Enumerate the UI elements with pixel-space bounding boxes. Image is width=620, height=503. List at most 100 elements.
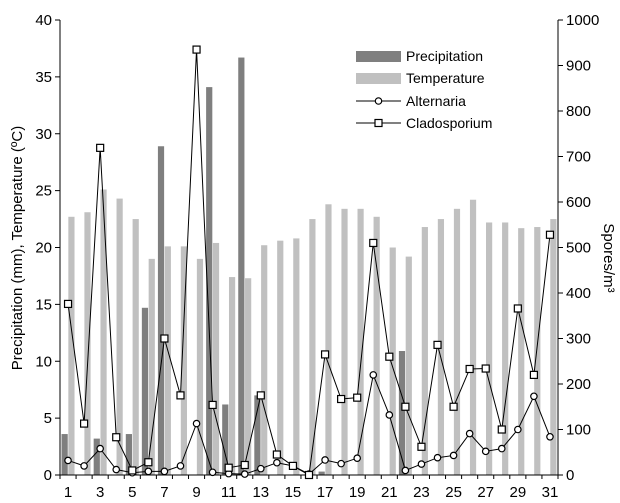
cladosporium-point	[401, 402, 410, 411]
x-tick-label: 5	[128, 484, 136, 501]
alternaria-point	[112, 465, 121, 474]
alternaria-point	[96, 444, 104, 453]
temperature-bar	[293, 238, 300, 475]
cladosporium-point	[545, 230, 555, 239]
temperature-bar	[389, 247, 396, 475]
cladosporium-point	[208, 400, 217, 410]
temperature-bar	[164, 246, 171, 475]
precipitation-bar	[125, 434, 132, 475]
y-left-tick-label: 5	[44, 410, 52, 427]
y-left-tick-label: 40	[35, 12, 52, 29]
y-left-tick-label: 0	[44, 467, 52, 484]
temperature-bar	[502, 222, 509, 475]
temperature-bar	[518, 228, 525, 475]
legend-temperature-swatch	[356, 73, 401, 84]
y-axis-right-title: Spores/m³	[600, 223, 617, 292]
cladosporium-point	[256, 391, 265, 400]
cladosporium-point	[320, 350, 330, 359]
cladosporium-point	[160, 334, 169, 343]
cladosporium-point	[96, 143, 105, 152]
y-axis-left-title: Precipitation (mm), Temperature (ºC)	[9, 126, 26, 370]
temperature-bar	[148, 258, 155, 475]
cladosporium-point	[128, 466, 137, 475]
temperature-bar	[421, 227, 428, 475]
alternaria-point	[176, 462, 185, 470]
temperature-bar	[196, 258, 204, 475]
x-tick-label: 19	[349, 484, 366, 501]
y-left-tick-label: 25	[35, 183, 52, 200]
y-left-tick-label: 35	[35, 69, 52, 86]
y-right-tick-label: 800	[566, 103, 591, 120]
alternaria-point	[337, 459, 345, 468]
temperature-bar	[84, 212, 91, 476]
x-tick-label: 23	[413, 484, 430, 501]
alternaria-point	[385, 411, 394, 419]
legend-alternaria-label: Alternaria	[406, 93, 466, 109]
cladosporium-point	[481, 364, 490, 373]
alternaria-point	[353, 454, 361, 462]
y-right-tick-label: 1000	[566, 12, 599, 29]
y-right-tick-label: 900	[566, 58, 591, 75]
y-right-tick-label: 700	[566, 149, 591, 166]
alternaria-point	[530, 392, 538, 401]
alternaria-point	[546, 432, 554, 441]
temperature-bar	[132, 219, 139, 475]
temperature-bar	[116, 198, 123, 475]
alternaria-point	[514, 425, 522, 434]
y-left-tick-label: 30	[35, 126, 52, 143]
x-tick-label: 17	[317, 484, 334, 501]
temperature-bar	[453, 208, 461, 475]
precipitation-bar	[254, 395, 261, 475]
alternaria-point	[160, 467, 169, 476]
legend-precipitation-label: Precipitation	[406, 48, 483, 64]
x-tick-label: 21	[381, 484, 398, 501]
alternaria-point	[144, 467, 153, 476]
cladosporium-point	[79, 419, 89, 428]
temperature-bar	[373, 216, 380, 475]
temperature-bar	[228, 277, 236, 475]
x-tick-label: 7	[160, 484, 168, 501]
cladosporium-point	[240, 460, 249, 470]
bar-series-layer	[61, 57, 557, 476]
cladosporium-point	[417, 442, 426, 451]
y-right-tick-label: 200	[566, 376, 591, 393]
alternaria-point	[433, 453, 442, 462]
tick-labels-layer: 0510152025303540010020030040050060070080…	[35, 12, 599, 501]
cladosporium-point	[465, 364, 474, 374]
temperature-bar	[550, 219, 557, 475]
alternaria-point	[240, 470, 249, 478]
legend-alternaria-marker	[374, 97, 383, 105]
x-tick-label: 29	[509, 484, 526, 501]
alternaria-point	[273, 458, 281, 467]
cladosporium-point	[176, 391, 185, 400]
cladosporium-point	[272, 450, 281, 459]
x-tick-label: 11	[221, 484, 237, 501]
temperature-bar	[325, 204, 332, 475]
legend-cladosporium-label: Cladosporium	[406, 115, 492, 131]
cladosporium-point	[449, 402, 458, 411]
cladosporium-point	[529, 370, 539, 379]
temperature-bar	[534, 227, 541, 475]
temperature-bar	[68, 216, 75, 475]
alternaria-point	[64, 456, 72, 465]
cladosporium-point	[144, 458, 153, 467]
y-right-tick-label: 0	[566, 467, 574, 484]
alternaria-point	[417, 460, 426, 468]
x-tick-label: 9	[192, 484, 200, 501]
precipitation-bar	[157, 146, 165, 475]
x-tick-label: 1	[64, 484, 72, 501]
y-right-tick-label: 300	[566, 331, 591, 348]
y-left-tick-label: 10	[35, 353, 52, 370]
y-right-tick-label: 100	[566, 422, 591, 439]
cladosporium-point	[369, 238, 378, 248]
cladosporium-point	[192, 45, 201, 54]
temperature-bar	[245, 278, 252, 475]
alternaria-point	[369, 371, 378, 379]
cladosporium-point	[288, 461, 298, 470]
cladosporium-line	[67, 49, 551, 476]
y-right-tick-label: 400	[566, 285, 591, 302]
precipitation-bar	[222, 404, 229, 475]
y-left-tick-label: 20	[35, 240, 52, 257]
precipitation-bar	[93, 438, 100, 475]
